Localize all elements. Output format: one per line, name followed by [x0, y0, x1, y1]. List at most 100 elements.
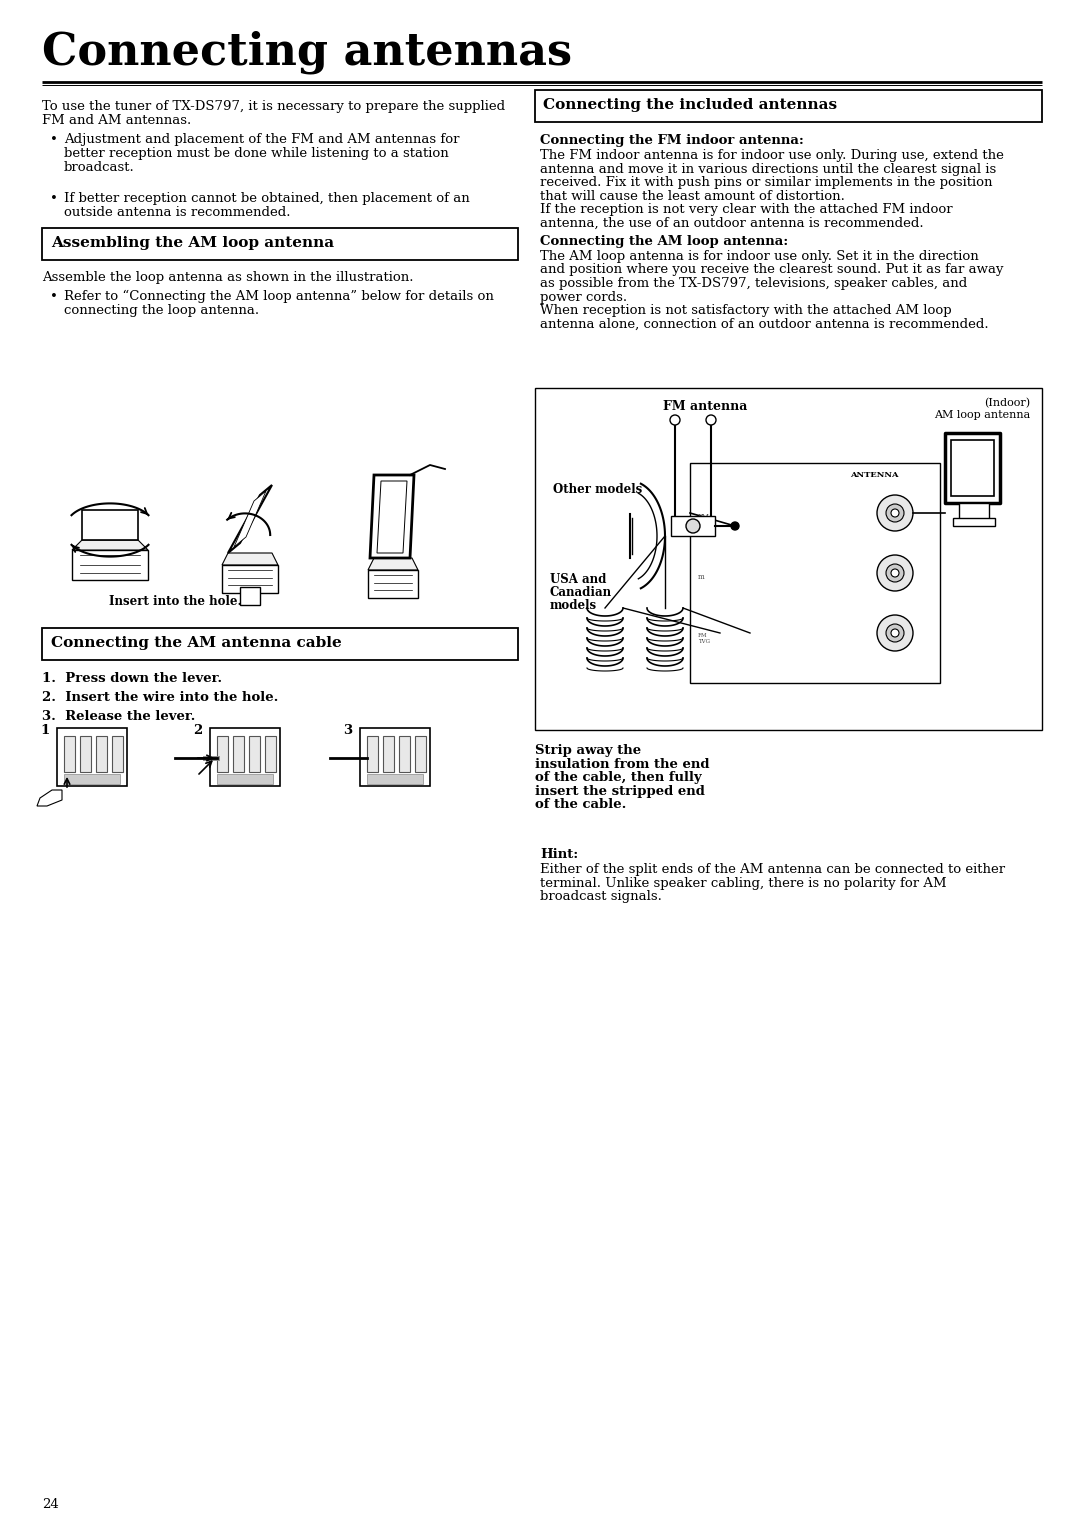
Bar [222, 565, 278, 593]
Circle shape [891, 630, 899, 637]
Circle shape [877, 555, 913, 591]
Bar [951, 440, 994, 497]
Circle shape [877, 614, 913, 651]
Text: and position where you receive the clearest sound. Put it as far away: and position where you receive the clear… [540, 263, 1003, 277]
Polygon shape [368, 558, 418, 570]
Text: insert the stripped end: insert the stripped end [535, 784, 705, 798]
Text: FM and AM antennas.: FM and AM antennas. [42, 115, 191, 127]
Bar [945, 432, 1000, 503]
Text: antenna, the use of an outdoor antenna is recommended.: antenna, the use of an outdoor antenna i… [540, 217, 923, 229]
Bar [64, 736, 75, 772]
Text: FM
TVG: FM TVG [698, 633, 710, 643]
Text: 2: 2 [193, 724, 202, 736]
Text: ANTENNA: ANTENNA [850, 471, 899, 478]
Circle shape [891, 509, 899, 516]
Bar [233, 736, 244, 772]
Text: Refer to “Connecting the AM loop antenna” below for details on: Refer to “Connecting the AM loop antenna… [64, 290, 494, 303]
Text: broadcast.: broadcast. [64, 160, 135, 174]
Text: 1.  Press down the lever.: 1. Press down the lever. [42, 672, 222, 685]
Text: of the cable, then fully: of the cable, then fully [535, 772, 702, 784]
Bar [217, 736, 228, 772]
Text: antenna and move it in various directions until the clearest signal is: antenna and move it in various direction… [540, 162, 996, 176]
Polygon shape [228, 484, 272, 553]
Text: Connecting the FM indoor antenna:: Connecting the FM indoor antenna: [540, 134, 804, 147]
Polygon shape [234, 490, 266, 547]
Text: 3.  Release the lever.: 3. Release the lever. [42, 711, 195, 723]
Bar [112, 736, 123, 772]
Text: received. Fix it with push pins or similar implements in the position: received. Fix it with push pins or simil… [540, 176, 993, 189]
Bar [217, 775, 273, 784]
Bar [96, 736, 107, 772]
Text: If the reception is not very clear with the attached FM indoor: If the reception is not very clear with … [540, 203, 953, 215]
Bar [415, 736, 426, 772]
Polygon shape [82, 510, 138, 539]
Text: Strip away the: Strip away the [535, 744, 642, 756]
Circle shape [877, 495, 913, 532]
Bar [240, 587, 260, 605]
Bar [367, 775, 423, 784]
Bar [80, 736, 91, 772]
Text: as possible from the TX-DS797, televisions, speaker cables, and: as possible from the TX-DS797, televisio… [540, 277, 968, 290]
Text: better reception must be done while listening to a station: better reception must be done while list… [64, 147, 449, 160]
Text: •: • [50, 193, 58, 205]
Text: insulation from the end: insulation from the end [535, 758, 710, 770]
Bar [265, 736, 276, 772]
Text: broadcast signals.: broadcast signals. [540, 889, 662, 903]
Circle shape [886, 623, 904, 642]
Text: Insert into the hole.: Insert into the hole. [109, 594, 241, 608]
Circle shape [886, 564, 904, 582]
Bar [671, 516, 715, 536]
Circle shape [670, 416, 680, 425]
Bar [57, 727, 127, 785]
Text: 3: 3 [343, 724, 352, 736]
Bar [399, 736, 410, 772]
Bar [42, 228, 518, 260]
Text: antenna alone, connection of an outdoor antenna is recommended.: antenna alone, connection of an outdoor … [540, 318, 988, 330]
Polygon shape [37, 790, 62, 805]
Text: connecting the loop antenna.: connecting the loop antenna. [64, 304, 259, 316]
Text: USA and: USA and [550, 573, 606, 587]
Text: FM: FM [698, 513, 710, 521]
Text: Assemble the loop antenna as shown in the illustration.: Assemble the loop antenna as shown in th… [42, 270, 414, 284]
Text: Connecting the AM antenna cable: Connecting the AM antenna cable [51, 636, 341, 649]
Circle shape [706, 416, 716, 425]
Text: •: • [50, 290, 58, 303]
Polygon shape [72, 539, 148, 550]
Text: 2.  Insert the wire into the hole.: 2. Insert the wire into the hole. [42, 691, 279, 704]
Bar [360, 727, 430, 785]
Text: 1: 1 [40, 724, 50, 736]
Text: outside antenna is recommended.: outside antenna is recommended. [64, 206, 291, 219]
Text: Other models: Other models [553, 483, 643, 497]
Text: of the cable.: of the cable. [535, 798, 626, 811]
Bar [690, 463, 940, 683]
Text: power cords.: power cords. [540, 290, 627, 304]
Bar [535, 388, 1042, 730]
Bar [42, 628, 518, 660]
Text: Connecting the AM loop antenna:: Connecting the AM loop antenna: [540, 235, 788, 248]
Text: The AM loop antenna is for indoor use only. Set it in the direction: The AM loop antenna is for indoor use on… [540, 251, 978, 263]
Text: Adjustment and placement of the FM and AM antennas for: Adjustment and placement of the FM and A… [64, 133, 459, 147]
Polygon shape [370, 475, 414, 558]
Bar [953, 518, 995, 526]
Circle shape [731, 523, 739, 530]
Text: When reception is not satisfactory with the attached AM loop: When reception is not satisfactory with … [540, 304, 951, 316]
Bar [367, 736, 378, 772]
Text: Connecting the included antennas: Connecting the included antennas [543, 98, 837, 112]
Text: terminal. Unlike speaker cabling, there is no polarity for AM: terminal. Unlike speaker cabling, there … [540, 877, 947, 889]
Text: Hint:: Hint: [540, 848, 578, 860]
Circle shape [891, 568, 899, 578]
Bar [383, 736, 394, 772]
Text: AM loop antenna: AM loop antenna [934, 410, 1030, 420]
Text: m: m [698, 573, 705, 581]
Text: If better reception cannot be obtained, then placement of an: If better reception cannot be obtained, … [64, 193, 470, 205]
Bar [959, 503, 989, 521]
Bar [535, 90, 1042, 122]
Text: To use the tuner of TX-DS797, it is necessary to prepare the supplied: To use the tuner of TX-DS797, it is nece… [42, 99, 505, 113]
Text: models: models [550, 599, 597, 613]
Text: •: • [50, 133, 58, 147]
Text: 24: 24 [42, 1497, 58, 1511]
Circle shape [686, 520, 700, 533]
Polygon shape [222, 553, 278, 565]
Text: Either of the split ends of the AM antenna can be connected to either: Either of the split ends of the AM anten… [540, 863, 1005, 876]
Bar [210, 727, 280, 785]
